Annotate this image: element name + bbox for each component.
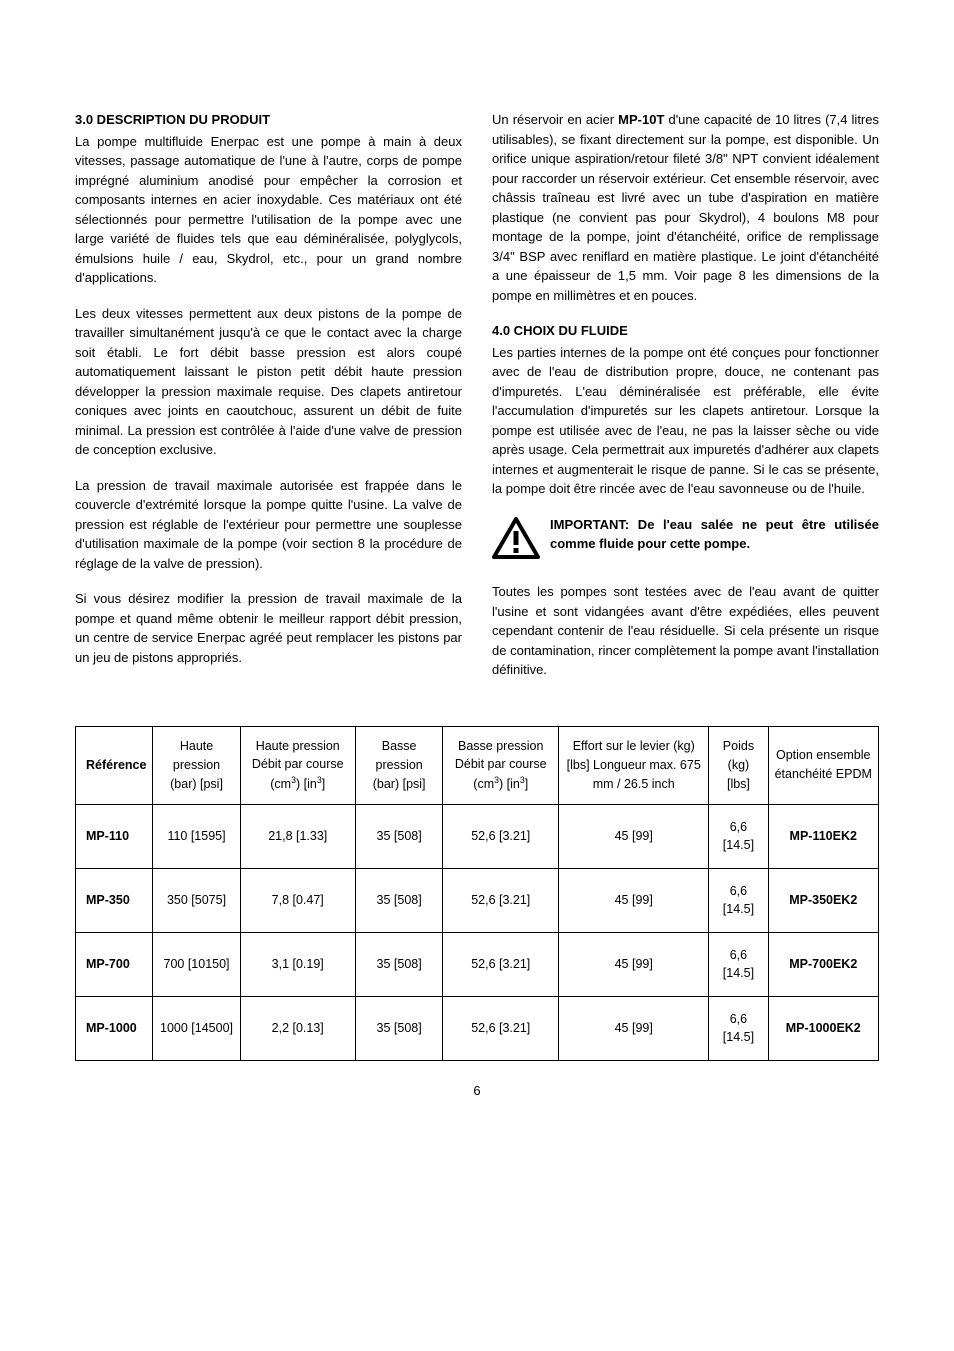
cell-lf: 52,6 [3.21] xyxy=(443,996,559,1060)
cell-ref: MP-110 xyxy=(76,804,153,868)
cell-lp: 35 [508] xyxy=(355,932,443,996)
cell-opt: MP-350EK2 xyxy=(768,868,879,932)
section-3-heading: 3.0 DESCRIPTION DU PRODUIT xyxy=(75,110,462,130)
section-3-para-3: La pression de travail maximale autorisé… xyxy=(75,476,462,574)
cell-hf: 3,1 [0.19] xyxy=(240,932,355,996)
cell-wt: 6,6 [14.5] xyxy=(709,932,768,996)
reservoir-model: MP-10T xyxy=(618,112,664,127)
table-row: MP-350 350 [5075] 7,8 [0.47] 35 [508] 52… xyxy=(76,868,879,932)
cell-wt: 6,6 [14.5] xyxy=(709,868,768,932)
cell-lf: 52,6 [3.21] xyxy=(443,932,559,996)
right-column: Un réservoir en acier MP-10T d'une capac… xyxy=(492,110,879,696)
cell-hf: 7,8 [0.47] xyxy=(240,868,355,932)
cell-lp: 35 [508] xyxy=(355,804,443,868)
cell-lp: 35 [508] xyxy=(355,868,443,932)
cell-ref: MP-1000 xyxy=(76,996,153,1060)
section-3-para-4: Si vous désirez modifier la pression de … xyxy=(75,589,462,667)
cell-eff: 45 [99] xyxy=(559,932,709,996)
th-low-pressure: Basse pression (bar) [psi] xyxy=(355,726,443,804)
cell-eff: 45 [99] xyxy=(559,996,709,1060)
cell-hp: 700 [10150] xyxy=(153,932,240,996)
spec-table: Référence Haute pression (bar) [psi] Hau… xyxy=(75,726,879,1061)
warning-block: IMPORTANT: De l'eau salée ne peut être u… xyxy=(492,515,879,565)
cell-wt: 6,6 [14.5] xyxy=(709,996,768,1060)
left-column: 3.0 DESCRIPTION DU PRODUIT La pompe mult… xyxy=(75,110,462,696)
cell-lp: 35 [508] xyxy=(355,996,443,1060)
cell-wt: 6,6 [14.5] xyxy=(709,804,768,868)
cell-opt: MP-1000EK2 xyxy=(768,996,879,1060)
warning-text: IMPORTANT: De l'eau salée ne peut être u… xyxy=(550,515,879,554)
th-effort: Effort sur le levier (kg) [lbs] Longueur… xyxy=(559,726,709,804)
cell-hp: 350 [5075] xyxy=(153,868,240,932)
th-weight: Poids (kg) [lbs] xyxy=(709,726,768,804)
table-row: MP-1000 1000 [14500] 2,2 [0.13] 35 [508]… xyxy=(76,996,879,1060)
th-reference: Référence xyxy=(76,726,153,804)
table-row: MP-700 700 [10150] 3,1 [0.19] 35 [508] 5… xyxy=(76,932,879,996)
cell-eff: 45 [99] xyxy=(559,868,709,932)
reservoir-para: Un réservoir en acier MP-10T d'une capac… xyxy=(492,110,879,305)
th-high-pressure: Haute pression (bar) [psi] xyxy=(153,726,240,804)
section-4-para-2: Toutes les pompes sont testées avec de l… xyxy=(492,582,879,680)
table-header-row: Référence Haute pression (bar) [psi] Hau… xyxy=(76,726,879,804)
th-high-flow: Haute pression Débit par course (cm3) [i… xyxy=(240,726,355,804)
reservoir-text-a: Un réservoir en acier xyxy=(492,112,618,127)
cell-lf: 52,6 [3.21] xyxy=(443,804,559,868)
section-4-para-1: Les parties internes de la pompe ont été… xyxy=(492,343,879,499)
section-4-heading: 4.0 CHOIX DU FLUIDE xyxy=(492,321,879,341)
reservoir-text-c: d'une capacité de 10 litres (7,4 litres … xyxy=(492,112,879,303)
section-3-para-1: La pompe multifluide Enerpac est une pom… xyxy=(75,132,462,288)
two-column-layout: 3.0 DESCRIPTION DU PRODUIT La pompe mult… xyxy=(75,110,879,696)
warning-triangle-icon xyxy=(492,517,540,565)
cell-ref: MP-700 xyxy=(76,932,153,996)
cell-eff: 45 [99] xyxy=(559,804,709,868)
section-3-para-2: Les deux vitesses permettent aux deux pi… xyxy=(75,304,462,460)
table-row: MP-110 110 [1595] 21,8 [1.33] 35 [508] 5… xyxy=(76,804,879,868)
cell-hp: 1000 [14500] xyxy=(153,996,240,1060)
cell-lf: 52,6 [3.21] xyxy=(443,868,559,932)
cell-ref: MP-350 xyxy=(76,868,153,932)
th-option: Option ensemble étanchéité EPDM xyxy=(768,726,879,804)
th-low-flow: Basse pression Débit par course (cm3) [i… xyxy=(443,726,559,804)
cell-hf: 21,8 [1.33] xyxy=(240,804,355,868)
cell-opt: MP-700EK2 xyxy=(768,932,879,996)
page-number: 6 xyxy=(75,1081,879,1101)
cell-hf: 2,2 [0.13] xyxy=(240,996,355,1060)
cell-hp: 110 [1595] xyxy=(153,804,240,868)
cell-opt: MP-110EK2 xyxy=(768,804,879,868)
